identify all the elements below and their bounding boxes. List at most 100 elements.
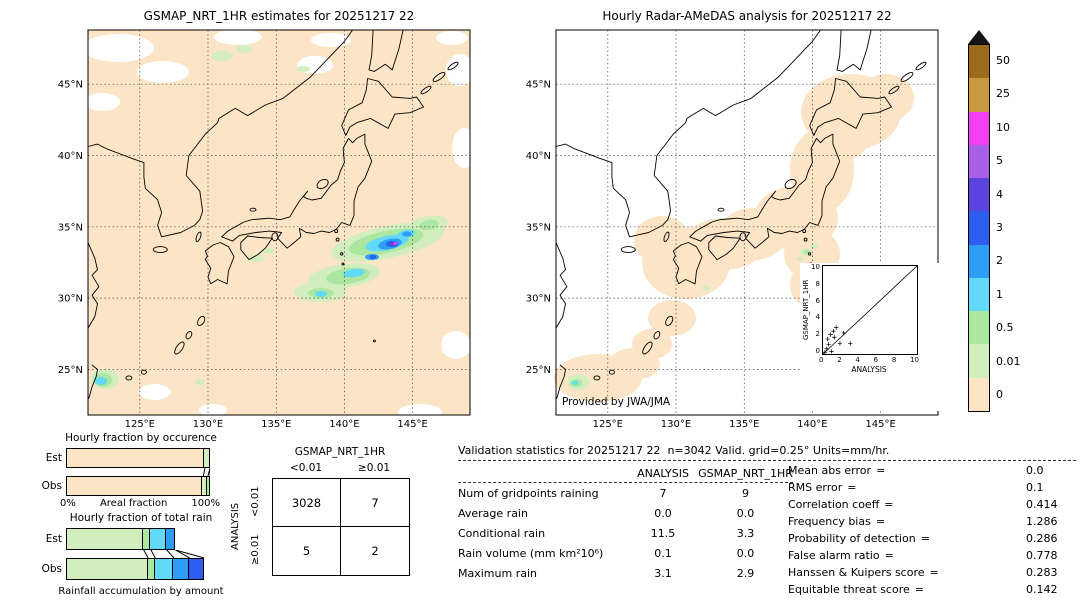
stat-label: Num of gridpoints raining <box>458 486 599 500</box>
stat-label: Maximum rain <box>458 566 537 580</box>
stat-label: Conditional rain <box>458 526 546 540</box>
colorbar: 50 25 10 5 4 3 2 1 0.5 0.01 0 <box>968 30 1080 430</box>
metric-value: 0.414 <box>1026 498 1058 511</box>
metric-value: 0.1 <box>1026 481 1044 494</box>
obs-bar <box>66 558 205 580</box>
lat-tick-label: 40°N <box>526 151 551 162</box>
metric-label: Probability of detection <box>788 532 916 545</box>
stats-col-analysis: ANALYSIS <box>637 466 689 480</box>
colorbar-segment <box>969 377 989 411</box>
inset-xtick: 10 <box>910 356 919 364</box>
stat-analysis-value: 7 <box>659 486 667 500</box>
left-map-lat-labels: 45°N 40°N 35°N 30°N 25°N <box>58 80 83 376</box>
colorbar-tick-label: 5 <box>996 154 1003 168</box>
contingency-row-title: ANALYSIS <box>230 502 241 550</box>
credit-text: Provided by JWA/JMA <box>562 396 671 408</box>
radar-map-panel: 45°N 40°N 35°N 30°N 25°N 125°E 130°E 135… <box>522 28 946 432</box>
colorbar-tick-label: 0.5 <box>996 321 1014 335</box>
stats-row: Average rain 0.0 0.0 <box>458 503 793 523</box>
bar-segment <box>67 529 144 549</box>
map-border <box>555 29 939 416</box>
colorbar-tick-label: 25 <box>996 87 1010 101</box>
bar-segment <box>67 477 203 495</box>
metric-label: Hanssen & Kuipers score <box>788 566 925 579</box>
colorbar-segment <box>969 211 989 245</box>
lon-tick-label: 140°E <box>797 419 827 430</box>
scatter-point <box>848 341 853 346</box>
scatter-point <box>841 330 846 336</box>
inset-ytick: 4 <box>815 313 820 322</box>
gsmap-zero-rain-field <box>88 30 470 415</box>
bar-connector-line <box>175 550 204 558</box>
metric-row: Frequency bias = 1.286 <box>788 515 1076 532</box>
est-row-label: Est <box>45 533 62 545</box>
stats-table: ANALYSIS GSMAP_NRT_1HR Num of gridpoints… <box>458 464 793 583</box>
inset-xtick: 4 <box>855 356 860 364</box>
stats-col-gsmap: GSMAP_NRT_1HR <box>698 466 793 480</box>
inset-scatter-svg <box>822 265 918 355</box>
metric-label: False alarm ratio <box>788 549 880 562</box>
total-rain-obs-row: Obs <box>36 558 246 580</box>
metric-row: Mean abs error = 0.0 <box>788 464 1076 481</box>
colorbar-tick-label: 0 <box>996 388 1003 402</box>
metric-value: 0.778 <box>1026 549 1058 562</box>
gsmap-map-panel: 45°N 40°N 35°N 30°N 25°N 125°E 130°E 135… <box>54 28 478 432</box>
total-rain-chart: Hourly fraction of total rain Est Obs Ra… <box>36 512 246 602</box>
est-row-label: Est <box>45 452 62 464</box>
colorbar-segments <box>968 44 990 412</box>
total-rain-est-row: Est <box>36 528 246 550</box>
lon-tick-label: 130°E <box>661 419 691 430</box>
scatter-point <box>837 341 843 346</box>
metric-label: Mean abs error <box>788 464 872 477</box>
stats-row: Maximum rain 3.1 2.9 <box>458 563 793 583</box>
lon-tick-label: 125°E <box>125 419 155 430</box>
metric-label: Equitable threat score <box>788 583 910 596</box>
right-map-title: Hourly Radar-AMeDAS analysis for 2025121… <box>602 9 892 23</box>
bar-connector-line <box>167 550 174 558</box>
contingency-col-label: <0.01 <box>289 462 323 474</box>
colorbar-segment <box>969 277 989 312</box>
lat-tick-label: 45°N <box>58 80 83 91</box>
occurrence-connectors <box>66 468 210 476</box>
right-map-lat-labels: 45°N 40°N 35°N 30°N 25°N <box>526 80 551 376</box>
gsmap-rain-cells <box>91 45 448 389</box>
lat-tick-label: 45°N <box>526 80 551 91</box>
stat-label: Rain volume (mm km²10⁶) <box>458 546 604 560</box>
equals-sign: = <box>876 464 886 477</box>
colorbar-segment <box>969 178 989 212</box>
equals-sign: = <box>884 549 894 562</box>
x-min-label: 0% <box>60 498 76 509</box>
inset-xtick: 8 <box>891 356 897 364</box>
left-map-lon-labels: 125°E 130°E 135°E 140°E 145°E <box>125 419 428 430</box>
metric-label: Correlation coeff <box>788 498 880 511</box>
stats-header: Validation statistics for 20251217 22 n=… <box>458 444 1076 461</box>
inset-xtick-labels: 0 2 4 6 8 10 <box>819 356 919 364</box>
inset-ytick: 8 <box>815 279 820 288</box>
lon-tick-label: 140°E <box>329 419 359 430</box>
inset-xlabel: ANALYSIS <box>851 365 887 374</box>
contingency-col-title: GSMAP_NRT_1HR <box>294 446 386 458</box>
lat-tick-label: 30°N <box>58 294 83 305</box>
lon-tick-label: 125°E <box>593 419 623 430</box>
scatter-point <box>833 325 839 330</box>
bar-connector-line <box>144 550 148 558</box>
stats-metrics: Mean abs error = 0.0 RMS error = 0.1 Correla… <box>788 464 1076 600</box>
colorbar-segment <box>969 311 989 345</box>
contingency-table: GSMAP_NRT_1HR <0.01 ≥0.01 ANALYSIS <0.01… <box>230 446 420 586</box>
inset-ytick: 6 <box>815 296 820 305</box>
colorbar-tick-label: 2 <box>996 254 1003 268</box>
stat-gsmap-value: 0.0 <box>736 546 755 560</box>
gsmap-map: 45°N 40°N 35°N 30°N 25°N 125°E 130°E 135… <box>58 29 476 430</box>
inset-scatter-plot: GSMAP_NRT_1HR 10 8 6 4 2 0 0 2 4 6 8 10 ANALYSIS <box>800 263 942 411</box>
colorbar-segment <box>969 144 989 179</box>
radar-rain-cells <box>567 243 818 390</box>
metric-value: 0.286 <box>1026 532 1058 545</box>
stats-row: Conditional rain 11.5 3.3 <box>458 523 793 543</box>
contingency-grid: 3028 7 5 2 <box>272 478 410 576</box>
contingency-col-label: ≥0.01 <box>357 462 391 474</box>
lat-tick-label: 30°N <box>526 294 551 305</box>
obs-row-label: Obs <box>41 480 62 492</box>
colorbar-tick-label: 4 <box>996 187 1003 201</box>
occurrence-chart: Hourly fraction by occurence Est Obs 0% … <box>36 432 246 512</box>
